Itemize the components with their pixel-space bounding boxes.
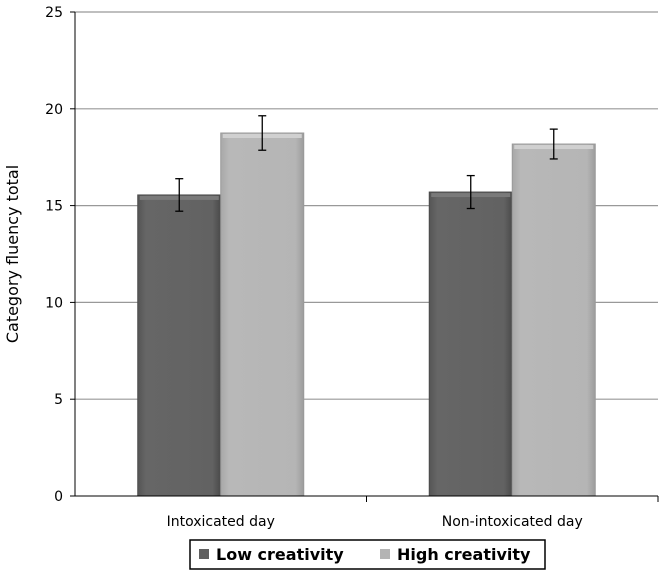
legend-label-high: High creativity [397, 545, 531, 564]
y-tick-label: 0 [54, 489, 63, 505]
y-tick-label: 20 [45, 102, 63, 118]
x-tick-label: Intoxicated day [167, 514, 275, 530]
y-tick-label: 5 [54, 392, 63, 408]
y-axis-label: Category fluency total [3, 165, 22, 343]
bar-low-creativity [137, 194, 222, 497]
legend: Low creativity High creativity [189, 539, 546, 570]
legend-box [189, 539, 546, 570]
legend-swatch-low [199, 549, 209, 559]
y-tick-label: 25 [45, 5, 63, 21]
bar-low-creativity [428, 191, 513, 497]
bar-high-creativity [220, 132, 305, 497]
x-tick-label: Non-intoxicated day [442, 514, 583, 530]
legend-swatch-high [380, 549, 390, 559]
y-tick-label: 10 [45, 295, 63, 311]
legend-label-low: Low creativity [216, 545, 344, 564]
bar-high-creativity [511, 143, 596, 497]
y-tick-label: 15 [45, 199, 63, 215]
